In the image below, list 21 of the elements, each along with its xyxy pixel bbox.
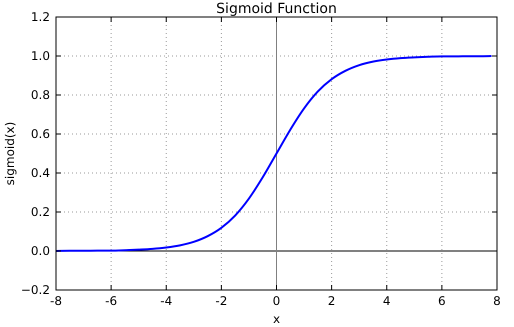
x-tick-label: -2 [215, 294, 228, 308]
x-axis-title: x [272, 312, 280, 326]
line-series [55, 55, 492, 252]
y-tick-label: 0.6 [30, 127, 50, 141]
x-tick-label: -4 [160, 294, 172, 308]
x-tick-label: 8 [493, 294, 501, 308]
y-tick-label: −0.2 [20, 283, 50, 297]
x-tick-label: 6 [438, 294, 446, 308]
y-tick-label: 1.0 [30, 49, 50, 63]
chart-title: Sigmoid Function [216, 1, 337, 17]
y-tick-label: 0.0 [30, 244, 50, 258]
y-axis-title: sigmoid(x) [3, 122, 17, 186]
x-tick-label: -6 [105, 294, 118, 308]
y-tick-label: 0.2 [30, 205, 50, 219]
y-tick-label: 1.2 [30, 10, 50, 24]
x-tick-label: 2 [328, 294, 336, 308]
x-tick-label: -8 [50, 294, 62, 308]
x-tick-label: 0 [272, 294, 280, 308]
y-tick-label: 0.8 [30, 88, 50, 102]
y-tick-label: 0.4 [30, 166, 50, 180]
x-tick-label: 4 [382, 294, 391, 308]
